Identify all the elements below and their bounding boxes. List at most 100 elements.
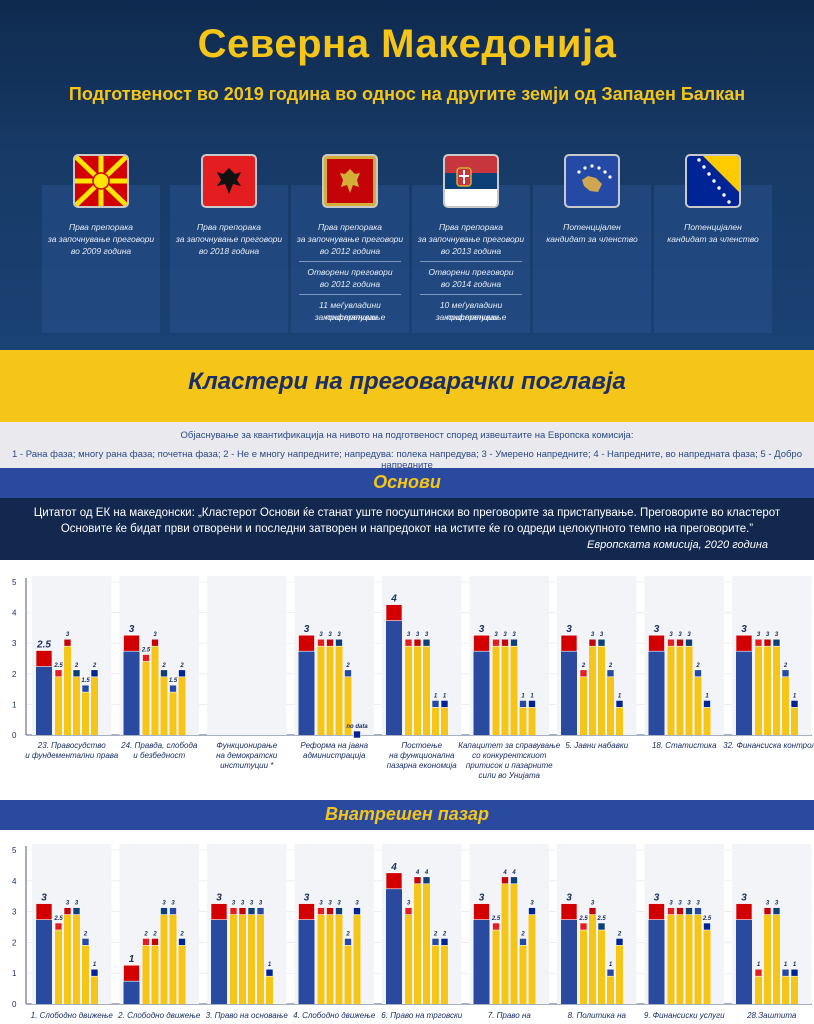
data-label: 3: [494, 632, 498, 638]
x-category-label: 18. Статистика: [652, 741, 717, 750]
marker-montenegro-icon: [63, 638, 72, 647]
marker-bosnia-icon: [440, 700, 449, 708]
data-label: 3: [319, 632, 323, 638]
marker-kosovo-icon: [606, 669, 615, 678]
marker-serbia-icon: [685, 907, 693, 915]
marker-bosnia-icon: [90, 968, 99, 977]
data-label: 2: [74, 663, 79, 669]
bar-serbia: [423, 643, 430, 735]
data-label: 1: [93, 962, 97, 968]
marker-bosnia-icon: [615, 938, 624, 946]
data-label: 2: [143, 931, 148, 937]
card-divider: [420, 261, 522, 262]
data-label: 2: [179, 931, 184, 937]
x-category-label: притисок и пазарните: [466, 761, 553, 770]
data-label: 3: [355, 901, 359, 907]
data-label: 3: [696, 901, 700, 907]
quote-source: Европската комисија, 2020 година: [587, 539, 768, 551]
bar-north-macedonia: [648, 911, 665, 1004]
x-category-label: 5. Јавни набавки: [565, 741, 628, 750]
x-category-label: 23. Правосудство: [37, 741, 106, 750]
marker-north-macedonia-icon: [735, 634, 753, 652]
marker-montenegro-icon: [151, 638, 159, 647]
country-card: Прва препорака за започнување преговори во…: [170, 185, 288, 333]
marker-north-macedonia-icon: [648, 903, 665, 920]
bar-serbia: [598, 927, 605, 1004]
marker-bosnia-icon: [440, 938, 449, 946]
data-label: 3: [41, 893, 47, 904]
bar-montenegro: [326, 911, 334, 1004]
bar-montenegro: [764, 911, 771, 1004]
marker-bosnia-icon: [353, 730, 361, 739]
x-category-label: 3. Право на основање: [206, 1011, 289, 1020]
marker-bosnia-icon: [703, 700, 711, 708]
marker-north-macedonia-icon: [473, 903, 490, 920]
country-card-text: Прва препорака: [439, 222, 503, 232]
bar-bosnia: [178, 942, 186, 1004]
marker-albania-icon: [579, 669, 588, 678]
clusters-band: [0, 350, 814, 422]
marker-serbia-icon: [772, 907, 781, 915]
data-label: 2.5: [702, 916, 712, 922]
marker-kosovo-icon: [694, 907, 702, 915]
x-category-label: 8. Политика на: [568, 1011, 627, 1020]
marker-kosovo-icon: [431, 938, 440, 946]
bar-montenegro: [239, 911, 246, 1004]
data-label: 2: [345, 931, 350, 937]
bar-montenegro: [764, 643, 771, 735]
country-card-text: во 2012 година: [319, 246, 381, 256]
y-tick-label: 4: [12, 877, 17, 886]
bar-bosnia: [616, 704, 623, 735]
country-card: Прва препорака за започнување преговори во…: [412, 185, 530, 333]
data-label: 1: [609, 962, 613, 968]
data-label: 2: [581, 663, 586, 669]
bar-bosnia: [441, 704, 448, 735]
bar-bosnia: [528, 704, 536, 735]
data-label: 3: [304, 624, 310, 635]
data-label: 3: [678, 632, 682, 638]
bar-serbia: [773, 643, 780, 735]
legend-scale: 1 - Рана фаза; многу рана фаза; почетна …: [11, 449, 802, 471]
data-label: 3: [162, 901, 166, 907]
marker-kosovo-icon: [606, 968, 615, 977]
bar-kosovo: [607, 973, 614, 1004]
x-category-label: 4. Слободно движење: [293, 1011, 376, 1020]
marker-north-macedonia-icon: [210, 903, 228, 920]
data-label: 3: [678, 901, 682, 907]
data-label: 1.5: [81, 678, 90, 684]
y-tick-label: 0: [12, 1000, 17, 1009]
x-category-label: на демократски: [216, 751, 278, 760]
data-label: 3: [512, 632, 516, 638]
data-label: 3: [530, 901, 534, 907]
marker-montenegro-icon: [588, 907, 597, 915]
bar-north-macedonia: [473, 911, 490, 1004]
marker-montenegro-icon: [501, 638, 509, 647]
marker-serbia-icon: [597, 922, 606, 931]
marker-kosovo-icon: [81, 938, 90, 946]
data-label: 4: [390, 862, 397, 873]
bar-kosovo: [694, 673, 702, 735]
data-label: 1: [521, 693, 525, 699]
marker-kosovo-icon: [169, 684, 177, 693]
data-label: 3: [129, 624, 135, 635]
bar-north-macedonia: [386, 612, 402, 735]
data-label: 3: [407, 632, 411, 638]
x-category-label: институции *: [220, 761, 274, 770]
marker-albania-icon: [404, 907, 413, 915]
bar-kosovo: [82, 942, 89, 1004]
bar-albania: [405, 643, 412, 735]
bar-north-macedonia: [123, 643, 140, 735]
group-panel: [207, 576, 287, 735]
bar-montenegro: [589, 643, 596, 735]
data-label: 3: [328, 901, 332, 907]
data-label: 3: [503, 632, 507, 638]
marker-montenegro-icon: [238, 907, 247, 915]
data-label: 2: [608, 663, 613, 669]
bar-kosovo: [782, 673, 789, 735]
country-card-text: во 2009 година: [70, 246, 132, 256]
bar-serbia: [423, 880, 430, 1004]
bar-kosovo: [782, 973, 789, 1004]
country-card-text: кандидат за членство: [546, 234, 638, 244]
marker-kosovo-icon: [256, 907, 265, 915]
data-label: 3: [171, 901, 175, 907]
